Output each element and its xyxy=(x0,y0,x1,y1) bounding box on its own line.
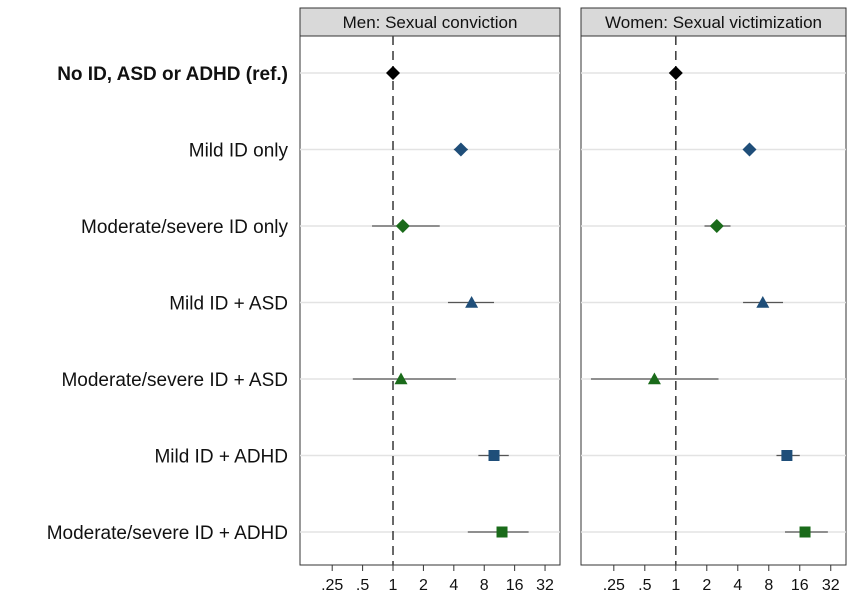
row-label: Moderate/severe ID + ADHD xyxy=(47,523,288,544)
x-tick-label: .5 xyxy=(356,577,369,594)
panel-title: Women: Sexual victimization xyxy=(605,13,822,32)
panel-header xyxy=(580,7,847,37)
x-tick-label: 4 xyxy=(733,577,742,594)
x-tick-label: 16 xyxy=(506,577,524,594)
x-tick-label: 32 xyxy=(822,577,840,594)
x-tick-label: 1 xyxy=(389,577,398,594)
x-tick-label: .25 xyxy=(603,577,625,594)
x-tick-label: 4 xyxy=(449,577,458,594)
row-label: Moderate/severe ID only xyxy=(81,217,288,238)
point-marker xyxy=(756,296,770,308)
x-tick-label: 16 xyxy=(791,577,809,594)
point-marker xyxy=(453,142,468,157)
panel-frame xyxy=(299,35,561,566)
x-tick-label: .25 xyxy=(321,577,343,594)
panel-frame xyxy=(580,35,847,566)
row-label: Mild ID only xyxy=(189,141,289,162)
x-tick-label: 1 xyxy=(671,577,680,594)
x-tick-label: 2 xyxy=(702,577,711,594)
x-tick-label: 2 xyxy=(419,577,428,594)
x-tick-label: 32 xyxy=(536,577,554,594)
point-marker xyxy=(742,142,757,157)
x-tick-label: 8 xyxy=(764,577,773,594)
point-marker xyxy=(386,66,401,80)
point-marker xyxy=(781,450,793,461)
row-label: Mild ID + ASD xyxy=(169,294,288,315)
panel-header xyxy=(299,7,561,37)
point-marker xyxy=(394,372,408,385)
row-label: No ID, ASD or ADHD (ref.) xyxy=(57,64,288,85)
point-marker xyxy=(799,526,811,538)
point-marker xyxy=(465,296,479,308)
point-marker xyxy=(496,526,508,538)
point-marker xyxy=(647,372,661,385)
point-marker xyxy=(709,219,724,233)
x-tick-label: 8 xyxy=(480,577,489,594)
point-marker xyxy=(668,66,683,80)
panel-title: Men: Sexual conviction xyxy=(343,13,518,32)
point-marker xyxy=(395,219,410,233)
x-tick-label: .5 xyxy=(638,577,651,594)
row-label: Mild ID + ADHD xyxy=(154,447,288,468)
point-marker xyxy=(488,450,500,461)
row-label: Moderate/severe ID + ASD xyxy=(61,370,288,391)
